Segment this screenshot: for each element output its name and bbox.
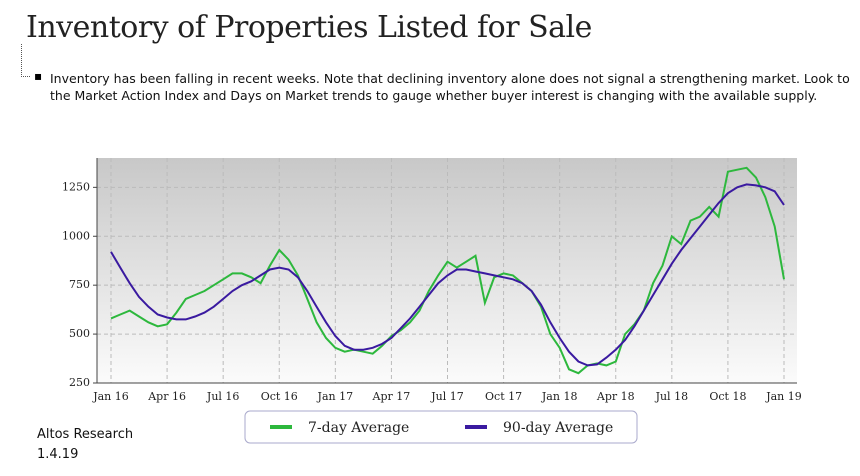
bullet: ▪ xyxy=(34,69,43,83)
y-tick-label: 500 xyxy=(69,327,90,340)
series-line xyxy=(110,166,785,375)
x-tick-label: Apr 18 xyxy=(596,390,635,403)
x-tick-label: Jan 19 xyxy=(765,390,802,403)
legend xyxy=(244,410,638,444)
legend-label: 7-day Average xyxy=(308,420,409,436)
x-tick-label: Oct 18 xyxy=(709,390,746,403)
page-title: Inventory of Properties Listed for Sale xyxy=(26,10,592,45)
y-tick-label: 1000 xyxy=(62,229,90,242)
x-tick-label: Jan 18 xyxy=(541,390,578,403)
x-tick-label: Jul 18 xyxy=(655,390,689,403)
series-line xyxy=(110,183,785,367)
source: Altos Research xyxy=(37,427,134,442)
x-tick-label: Apr 17 xyxy=(372,390,411,403)
note: Inventory has been falling in recent wee… xyxy=(50,71,850,103)
x-tick-label: Jul 17 xyxy=(430,390,464,403)
y-tick-label: 250 xyxy=(69,376,90,389)
date: 1.4.19 xyxy=(37,447,79,462)
x-tick-label: Jan 16 xyxy=(92,390,129,403)
x-tick-label: Oct 16 xyxy=(261,390,298,403)
x-tick-label: Oct 17 xyxy=(485,390,522,403)
x-tick-label: Jan 17 xyxy=(317,390,354,403)
y-tick-label: 750 xyxy=(69,278,90,291)
legend-label: 90-day Average xyxy=(503,420,613,436)
y-tick-label: 1250 xyxy=(62,180,90,193)
x-tick-label: Apr 16 xyxy=(147,390,186,403)
x-tick-label: Jul 16 xyxy=(206,390,240,403)
bracket xyxy=(21,44,30,77)
